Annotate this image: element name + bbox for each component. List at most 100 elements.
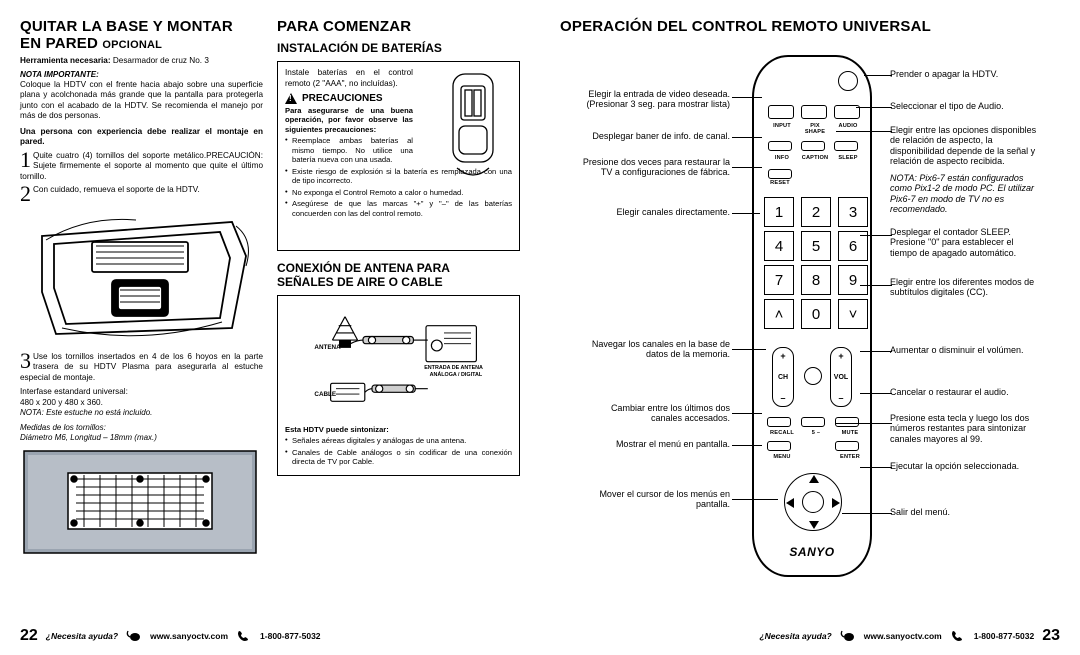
tools-value: Desarmador de cruz No. 3: [111, 56, 209, 65]
phone-icon: [236, 629, 252, 643]
num-7[interactable]: 7: [764, 265, 794, 295]
mouse-icon: [126, 629, 142, 643]
tools-line: Herramienta necesaria: Desarmador de cru…: [20, 56, 263, 67]
cl-0: Elegir la entrada de video deseada. (Pre…: [580, 89, 730, 110]
h2-baterias: INSTALACIÓN DE BATERÍAS: [277, 41, 520, 55]
page-num-23: 23: [1042, 627, 1060, 645]
center-round[interactable]: [804, 367, 822, 385]
stepnum-1: 1: [20, 151, 31, 170]
btn-info[interactable]: [768, 141, 792, 151]
num-4[interactable]: 4: [764, 231, 794, 261]
lbl-reset: RESET: [766, 181, 794, 187]
lbl-cable: CABLE: [314, 391, 336, 398]
num-down[interactable]: ˅: [838, 299, 868, 329]
num-1[interactable]: 1: [764, 197, 794, 227]
cr-2: Elegir entre las opciones disponibles de…: [890, 125, 1040, 166]
dpad-center[interactable]: [802, 491, 824, 513]
battery-box: Instale baterías en el control remoto (2…: [277, 61, 520, 251]
page-num-22: 22: [20, 627, 38, 645]
btn-caption[interactable]: [801, 141, 825, 151]
step2-text: Con cuidado, remueva el soporte de la HD…: [20, 185, 263, 196]
help-label-r: ¿Necesita ayuda?: [759, 631, 831, 641]
btn-recall[interactable]: [767, 417, 791, 427]
ld-r9: [860, 467, 892, 468]
btn-mute[interactable]: [835, 417, 859, 427]
btn-sleep[interactable]: [834, 141, 858, 151]
lbl-menu: MENU: [767, 455, 797, 461]
precauciones-lead: Para asegurarse de una buena operación, …: [285, 106, 413, 134]
cl-2: Presione dos veces para restaurar la TV …: [580, 157, 730, 178]
num-3[interactable]: 3: [838, 197, 868, 227]
lbl-caption: CAPTION: [801, 156, 829, 162]
tools-label: Herramienta necesaria:: [20, 56, 111, 65]
btn-input[interactable]: [768, 105, 794, 119]
step-1: 1Quite cuatro (4) tornillos del soporte …: [20, 151, 263, 183]
btn-enter[interactable]: [835, 441, 859, 451]
vol-rocker[interactable]: + VOL –: [830, 347, 852, 407]
power-button[interactable]: [838, 71, 858, 91]
cr-5: Elegir entre los diferentes modos de sub…: [890, 277, 1040, 298]
lbl-pixshape: PIX SHAPE: [801, 124, 829, 136]
btn-menu[interactable]: [767, 441, 791, 451]
num-0[interactable]: 0: [801, 299, 831, 329]
ld-l6: [732, 445, 762, 446]
iface-note: NOTA: Este estuche no está incluido.: [20, 408, 263, 418]
num-2[interactable]: 2: [801, 197, 831, 227]
step3-text: Use los tornillos insertados en 4 de los…: [20, 352, 263, 384]
cr-9: Ejecutar la opción seleccionada.: [890, 461, 1040, 471]
h2b-b: SEÑALES DE AIRE O CABLE: [277, 275, 443, 289]
cl-3: Elegir canales directamente.: [580, 207, 730, 217]
url-r: www.sanyoctv.com: [864, 631, 942, 641]
ld-r5: [860, 285, 892, 286]
cr-7: Cancelar o restaurar el audio.: [890, 387, 1040, 397]
btn-5minus[interactable]: [801, 417, 825, 427]
vol-down: –: [838, 393, 843, 403]
vol-label: VOL: [834, 374, 848, 381]
tune-1: Canales de Cable análogos o sin codifica…: [285, 448, 512, 467]
meas-head: Medidas de los tornillos:: [20, 423, 263, 433]
ld-l2: [732, 167, 762, 168]
help-label-l: ¿Necesita ayuda?: [46, 631, 118, 641]
num-5[interactable]: 5: [801, 231, 831, 261]
cl-4: Navegar los canales en la base de datos …: [580, 339, 730, 360]
col-getting-started: PARA COMENZAR INSTALACIÓN DE BATERÍAS In…: [277, 18, 520, 598]
iface-label: Interfase estandard universal:: [20, 387, 263, 398]
num-up[interactable]: ˄: [764, 299, 794, 329]
ch-rocker[interactable]: + CH –: [772, 347, 794, 407]
tv-back-illustration: [20, 447, 260, 557]
h2-antena: CONEXIÓN DE ANTENA PARA SEÑALES DE AIRE …: [277, 261, 520, 289]
ld-r1: [856, 107, 892, 108]
footer-left: 22 ¿Necesita ayuda? www.sanyoctv.com 1-8…: [20, 627, 520, 645]
num-9[interactable]: 9: [838, 265, 868, 295]
lbl-info: INFO: [768, 156, 796, 162]
num-8[interactable]: 8: [801, 265, 831, 295]
dpad-right-icon: [832, 498, 840, 508]
ld-l1: [732, 137, 762, 138]
page-23: OPERACIÓN DEL CONTROL REMOTO UNIVERSAL I…: [540, 0, 1080, 655]
battery-illustration: [439, 68, 513, 186]
h2b-a: CONEXIÓN DE ANTENA PARA: [277, 261, 450, 275]
url-l: www.sanyoctv.com: [150, 631, 228, 641]
cr-10: Salir del menú.: [890, 507, 1040, 517]
dpad-up-icon: [809, 475, 819, 483]
ld-l3: [732, 213, 760, 214]
ch-label: CH: [778, 374, 788, 381]
btn-pixshape[interactable]: [801, 105, 827, 119]
btn-reset[interactable]: [768, 169, 792, 179]
precauciones-list: Reemplace ambas baterías al mismo tiempo…: [285, 136, 413, 164]
footer-right: ¿Necesita ayuda? www.sanyoctv.com 1-800-…: [560, 627, 1060, 645]
stepnum-2: 2: [20, 185, 31, 204]
lbl-entrada1: ENTRADA DE ANTENA: [424, 365, 483, 371]
lbl-recall: RECALL: [767, 431, 797, 437]
phone-l: 1-800-877-5032: [260, 631, 321, 641]
step-2: 2Con cuidado, remueva el soporte de la H…: [20, 185, 263, 204]
cl-1: Desplegar baner de info. de canal.: [580, 131, 730, 141]
ld-r0: [864, 75, 892, 76]
iface-vals: 480 x 200 y 480 x 360.: [20, 398, 263, 409]
cr-0: Prender o apagar la HDTV.: [890, 69, 1040, 79]
stepnum-3: 3: [20, 352, 31, 371]
h1-line2: EN PARED: [20, 35, 98, 52]
meas-val: Diámetro M6, Longitud – 18mm (max.): [20, 433, 263, 443]
step-3: 3Use los tornillos insertados en 4 de lo…: [20, 352, 263, 384]
antenna-illustration: ANTENA ENTRADA DE ANTENA ANÁLOGA / DIGIT…: [309, 306, 489, 421]
